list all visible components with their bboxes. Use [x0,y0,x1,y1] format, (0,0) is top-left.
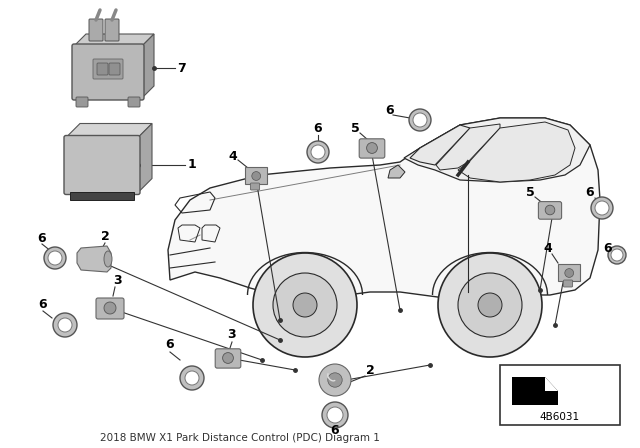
FancyBboxPatch shape [128,97,140,107]
FancyBboxPatch shape [89,19,103,41]
FancyBboxPatch shape [93,59,123,79]
Text: 6: 6 [38,298,47,311]
Circle shape [48,251,62,265]
Ellipse shape [104,251,112,267]
Circle shape [591,197,613,219]
Polygon shape [512,377,558,405]
Circle shape [253,253,357,357]
Text: 7: 7 [178,61,186,74]
Text: 6: 6 [386,103,394,116]
Polygon shape [168,118,600,300]
Polygon shape [410,125,470,165]
Text: 4B6031: 4B6031 [540,412,580,422]
Circle shape [319,364,351,396]
Circle shape [307,141,329,163]
Circle shape [322,402,348,428]
Circle shape [458,273,522,337]
FancyBboxPatch shape [72,44,144,100]
Text: 3: 3 [114,273,122,287]
Text: 6: 6 [38,232,46,245]
FancyBboxPatch shape [563,280,573,287]
FancyBboxPatch shape [70,193,134,201]
Polygon shape [458,122,575,182]
Circle shape [595,201,609,215]
Polygon shape [558,264,580,281]
Polygon shape [545,377,558,391]
Text: 6: 6 [604,241,612,254]
FancyBboxPatch shape [215,349,241,368]
Circle shape [311,145,325,159]
Polygon shape [436,124,500,170]
FancyBboxPatch shape [64,135,140,194]
Text: 4: 4 [543,241,552,254]
FancyBboxPatch shape [359,139,385,158]
Circle shape [180,366,204,390]
Circle shape [293,293,317,317]
Text: 4: 4 [228,151,237,164]
Circle shape [252,172,260,181]
Circle shape [104,302,116,314]
Text: 1: 1 [188,159,196,172]
Text: 6: 6 [314,121,323,134]
Text: 6: 6 [331,423,339,436]
Polygon shape [245,167,267,184]
FancyBboxPatch shape [538,202,562,219]
Circle shape [223,353,234,363]
Text: 2: 2 [365,363,374,376]
Polygon shape [77,246,111,272]
Circle shape [565,269,573,277]
Circle shape [409,109,431,131]
Circle shape [58,318,72,332]
FancyBboxPatch shape [96,298,124,319]
Text: 2018 BMW X1 Park Distance Control (PDC) Diagram 1: 2018 BMW X1 Park Distance Control (PDC) … [100,433,380,443]
Circle shape [185,371,199,385]
Circle shape [608,246,626,264]
Polygon shape [66,124,152,138]
Polygon shape [74,34,154,46]
FancyBboxPatch shape [109,63,120,75]
Circle shape [53,313,77,337]
Circle shape [545,205,555,215]
Circle shape [413,113,427,127]
Polygon shape [142,34,154,98]
Polygon shape [138,124,152,193]
Text: 3: 3 [228,328,236,341]
FancyBboxPatch shape [500,365,620,425]
Text: 2: 2 [100,231,109,244]
FancyBboxPatch shape [250,183,260,190]
Circle shape [273,273,337,337]
Polygon shape [388,165,405,178]
FancyBboxPatch shape [97,63,108,75]
FancyBboxPatch shape [105,19,119,41]
FancyBboxPatch shape [76,97,88,107]
Circle shape [367,142,378,153]
Circle shape [438,253,542,357]
Text: 6: 6 [586,185,595,198]
Circle shape [611,249,623,261]
Circle shape [327,407,343,423]
Text: 5: 5 [351,121,360,134]
Circle shape [44,247,66,269]
Text: 5: 5 [525,185,534,198]
Text: 6: 6 [166,339,174,352]
Circle shape [478,293,502,317]
Polygon shape [404,118,590,182]
Circle shape [328,373,342,387]
